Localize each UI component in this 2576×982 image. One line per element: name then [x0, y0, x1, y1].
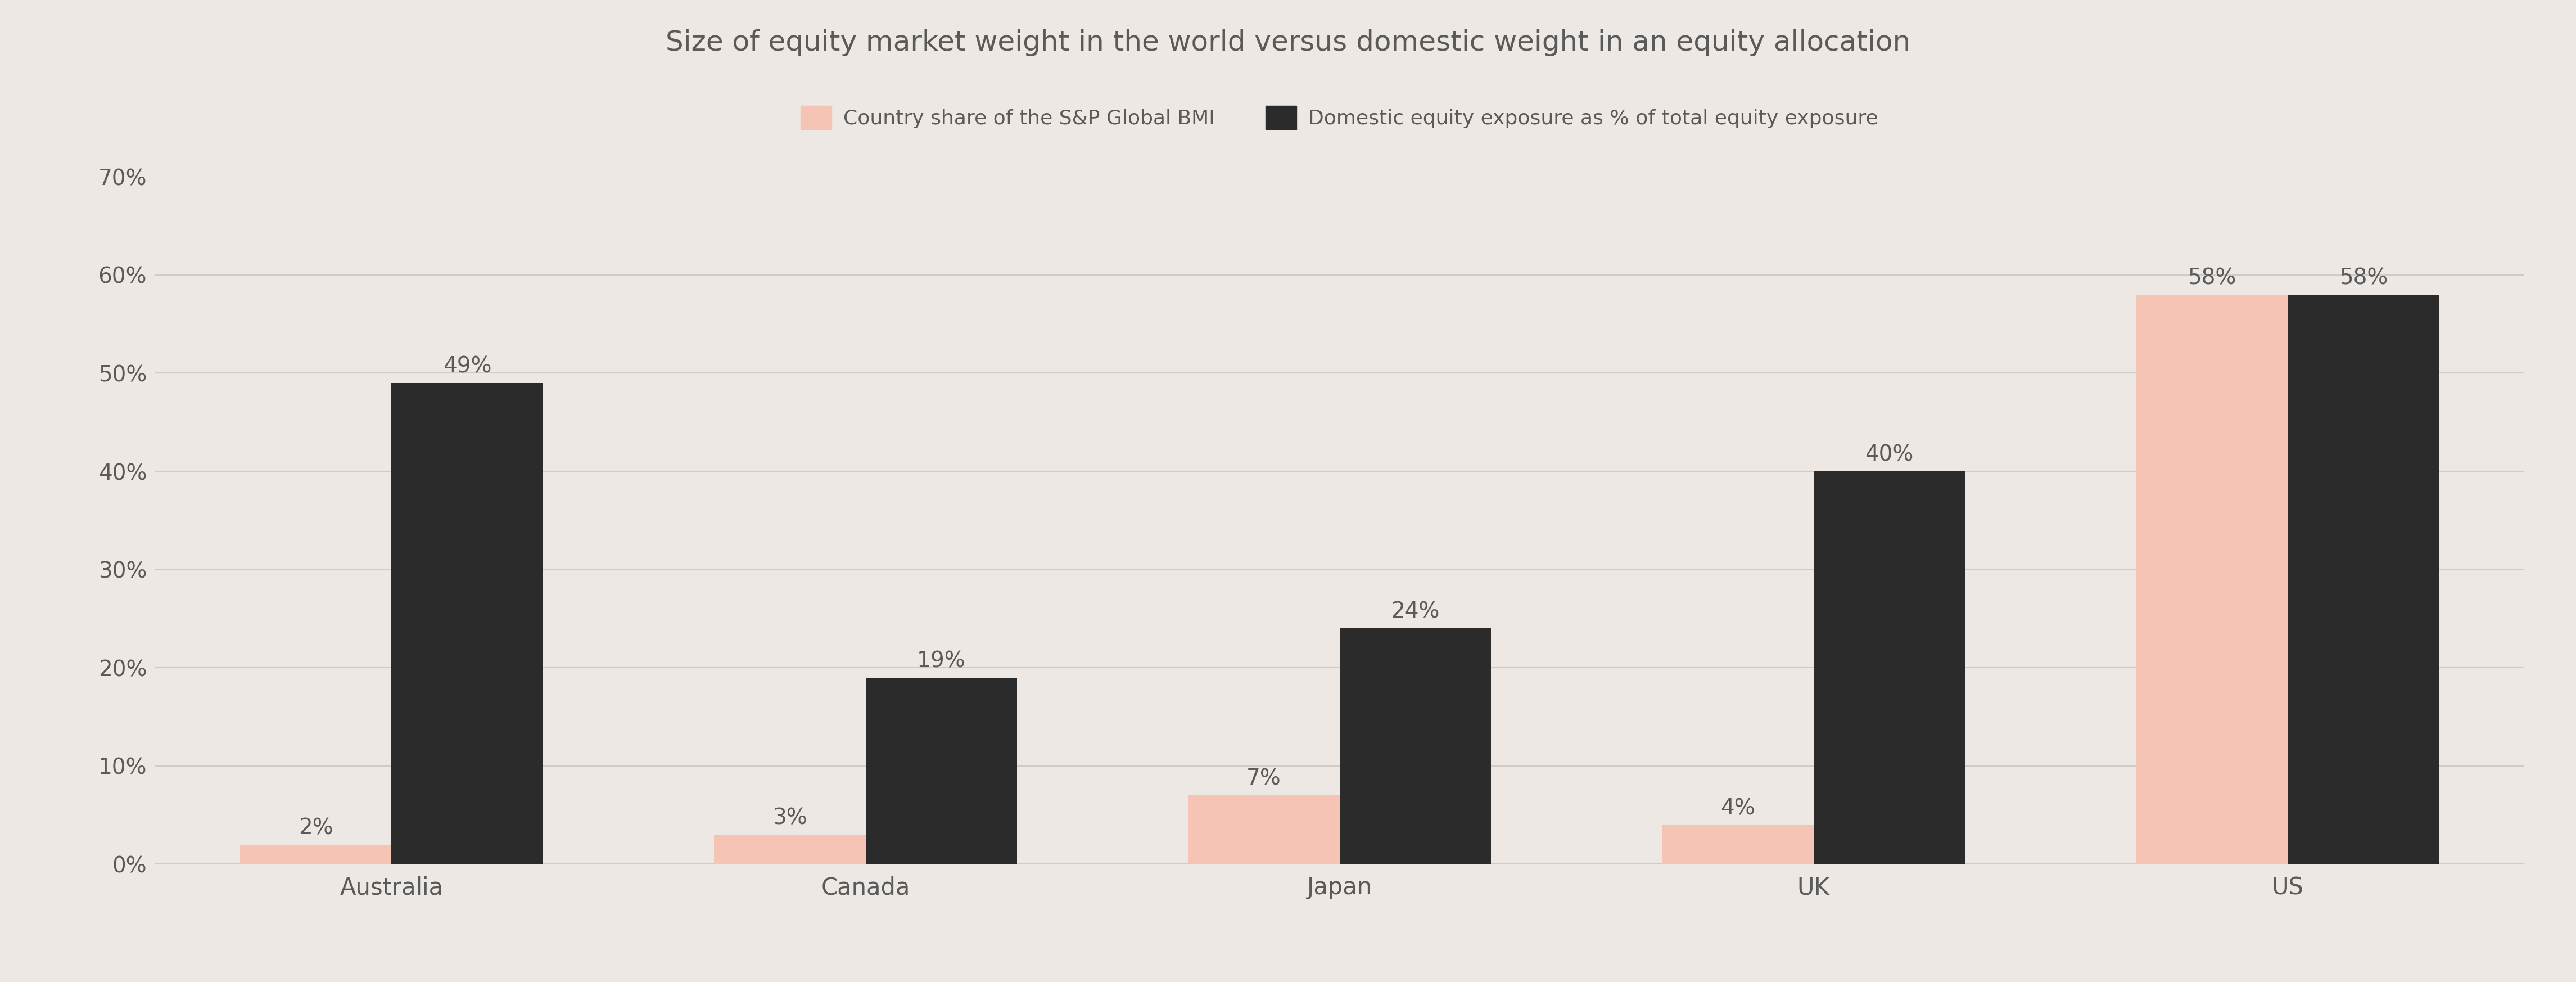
Bar [1188, 795, 1340, 864]
Text: 24%: 24% [1391, 601, 1440, 623]
Bar [240, 845, 392, 864]
Text: 2%: 2% [299, 817, 332, 839]
Text: 58%: 58% [2339, 267, 2388, 289]
Text: 7%: 7% [1247, 768, 1280, 790]
Text: Size of equity market weight in the world versus domestic weight in an equity al: Size of equity market weight in the worl… [665, 29, 1911, 56]
Bar [1814, 471, 1965, 864]
Bar [1340, 628, 1492, 864]
Bar [2136, 295, 2287, 864]
Text: 19%: 19% [917, 650, 966, 672]
Bar [392, 383, 544, 864]
Bar [714, 835, 866, 864]
Bar [2287, 295, 2439, 864]
Text: 3%: 3% [773, 807, 806, 829]
Text: 49%: 49% [443, 355, 492, 377]
Text: 40%: 40% [1865, 444, 1914, 465]
Text: 58%: 58% [2187, 267, 2236, 289]
Bar [1662, 825, 1814, 864]
Legend: Country share of the S&P Global BMI, Domestic equity exposure as % of total equi: Country share of the S&P Global BMI, Dom… [793, 97, 1886, 137]
Bar [866, 678, 1018, 864]
Text: 4%: 4% [1721, 797, 1754, 819]
